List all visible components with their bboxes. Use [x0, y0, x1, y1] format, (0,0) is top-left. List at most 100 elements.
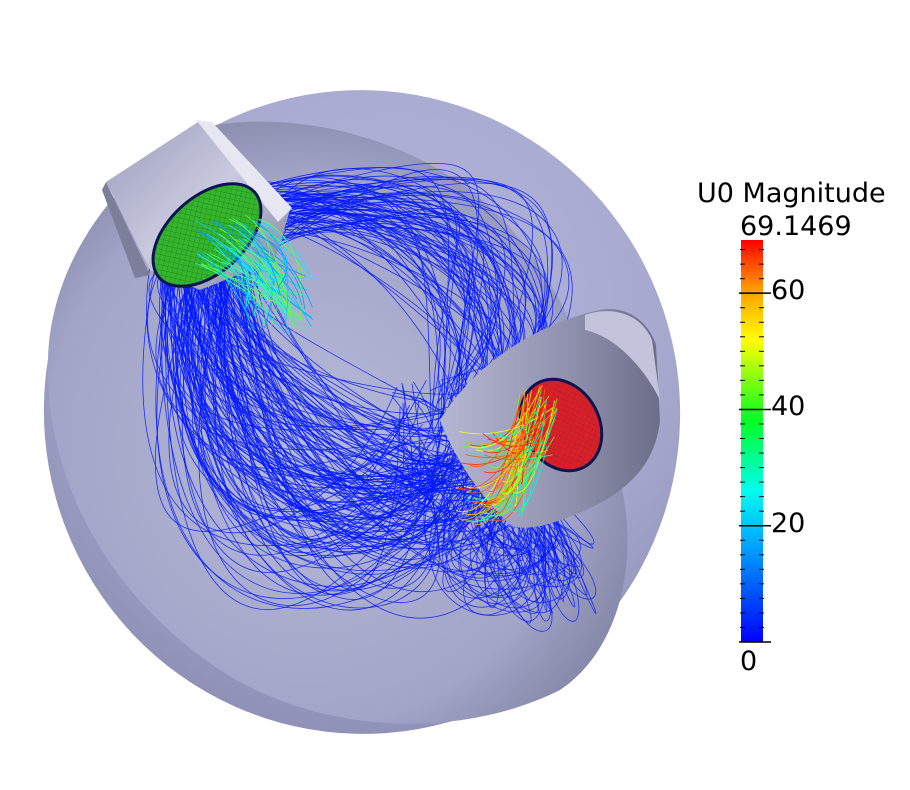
streamline	[207, 250, 425, 490]
outlet-jet-streamlines	[456, 385, 558, 525]
streamline	[170, 263, 405, 520]
streamline	[518, 499, 597, 600]
streamline	[444, 465, 552, 575]
streamline	[253, 233, 288, 287]
streamline	[239, 239, 291, 335]
streamline	[227, 257, 251, 307]
streamline	[470, 404, 523, 468]
streamline	[248, 186, 492, 394]
streamline	[262, 190, 476, 403]
streamline	[168, 217, 398, 534]
streamline	[211, 221, 298, 300]
streamline	[211, 241, 255, 316]
streamline	[449, 486, 554, 614]
streamline	[519, 432, 531, 518]
streamline	[259, 247, 282, 327]
color-bar-tick-label: 40	[771, 391, 806, 423]
streamline	[250, 175, 470, 451]
inlet-jet-streamlines	[194, 214, 314, 335]
streamline	[176, 244, 498, 596]
streamline	[492, 393, 521, 469]
streamline	[148, 266, 461, 517]
streamline	[496, 419, 531, 515]
streamline	[465, 499, 532, 624]
streamline	[481, 437, 535, 514]
streamline	[457, 402, 537, 490]
streamline	[230, 192, 457, 424]
color-bar-major-ticks	[739, 292, 771, 643]
streamline	[211, 236, 289, 280]
streamline	[223, 262, 300, 321]
streamline	[488, 450, 524, 469]
streamline	[490, 431, 549, 454]
streamline	[222, 243, 250, 306]
streamline	[489, 467, 573, 603]
streamline	[512, 400, 555, 494]
legend-title: U0 Magnitude	[697, 178, 886, 209]
streamline	[215, 191, 432, 428]
streamline	[249, 253, 288, 314]
streamline	[172, 227, 535, 498]
streamline	[483, 403, 545, 474]
streamline	[255, 207, 460, 431]
streamline	[182, 272, 543, 470]
streamline	[481, 501, 539, 557]
streamline	[492, 412, 526, 500]
streamline	[239, 244, 307, 277]
streamline	[487, 418, 533, 438]
streamline	[459, 407, 553, 435]
streamline	[186, 259, 421, 600]
streamline	[201, 263, 264, 310]
streamline	[225, 240, 275, 307]
streamline	[523, 476, 576, 608]
streamline	[256, 227, 271, 306]
streamline	[240, 229, 274, 329]
streamline	[218, 226, 492, 591]
streamline	[236, 167, 450, 429]
streamline	[251, 219, 289, 324]
streamline	[484, 476, 531, 595]
streamline	[235, 239, 290, 316]
streamline	[500, 452, 527, 495]
streamline	[222, 212, 497, 412]
streamline	[268, 220, 502, 398]
color-bar	[739, 240, 771, 643]
color-bar-tick-label: 20	[771, 507, 806, 539]
streamline	[466, 442, 526, 523]
streamline	[493, 432, 523, 501]
streamline	[461, 420, 550, 465]
streamline	[229, 178, 553, 388]
streamline	[172, 235, 466, 554]
streamline	[219, 233, 281, 304]
streamline	[494, 393, 522, 445]
streamline	[197, 222, 550, 619]
streamline	[221, 261, 297, 328]
streamline	[227, 201, 474, 449]
streamline	[230, 247, 268, 328]
streamline	[197, 230, 313, 319]
streamline	[200, 263, 258, 300]
legend-max-value: 69.1469	[740, 211, 852, 242]
streamline	[260, 246, 305, 310]
streamline	[259, 185, 505, 456]
streamline	[510, 442, 530, 468]
streamline	[469, 388, 540, 447]
streamline	[146, 212, 419, 477]
streamline	[456, 430, 519, 513]
streamline	[475, 395, 526, 525]
streamline	[254, 224, 304, 278]
streamline	[251, 162, 480, 388]
streamline	[243, 238, 280, 287]
streamline	[519, 504, 544, 574]
streamline	[257, 219, 287, 304]
streamline	[259, 218, 302, 323]
streamline	[233, 222, 281, 295]
streamline	[280, 169, 479, 459]
streamline	[467, 432, 523, 494]
streamline	[470, 500, 556, 609]
streamline	[483, 404, 548, 453]
streamline	[458, 411, 525, 521]
streamline	[240, 240, 427, 519]
streamline	[510, 446, 548, 512]
